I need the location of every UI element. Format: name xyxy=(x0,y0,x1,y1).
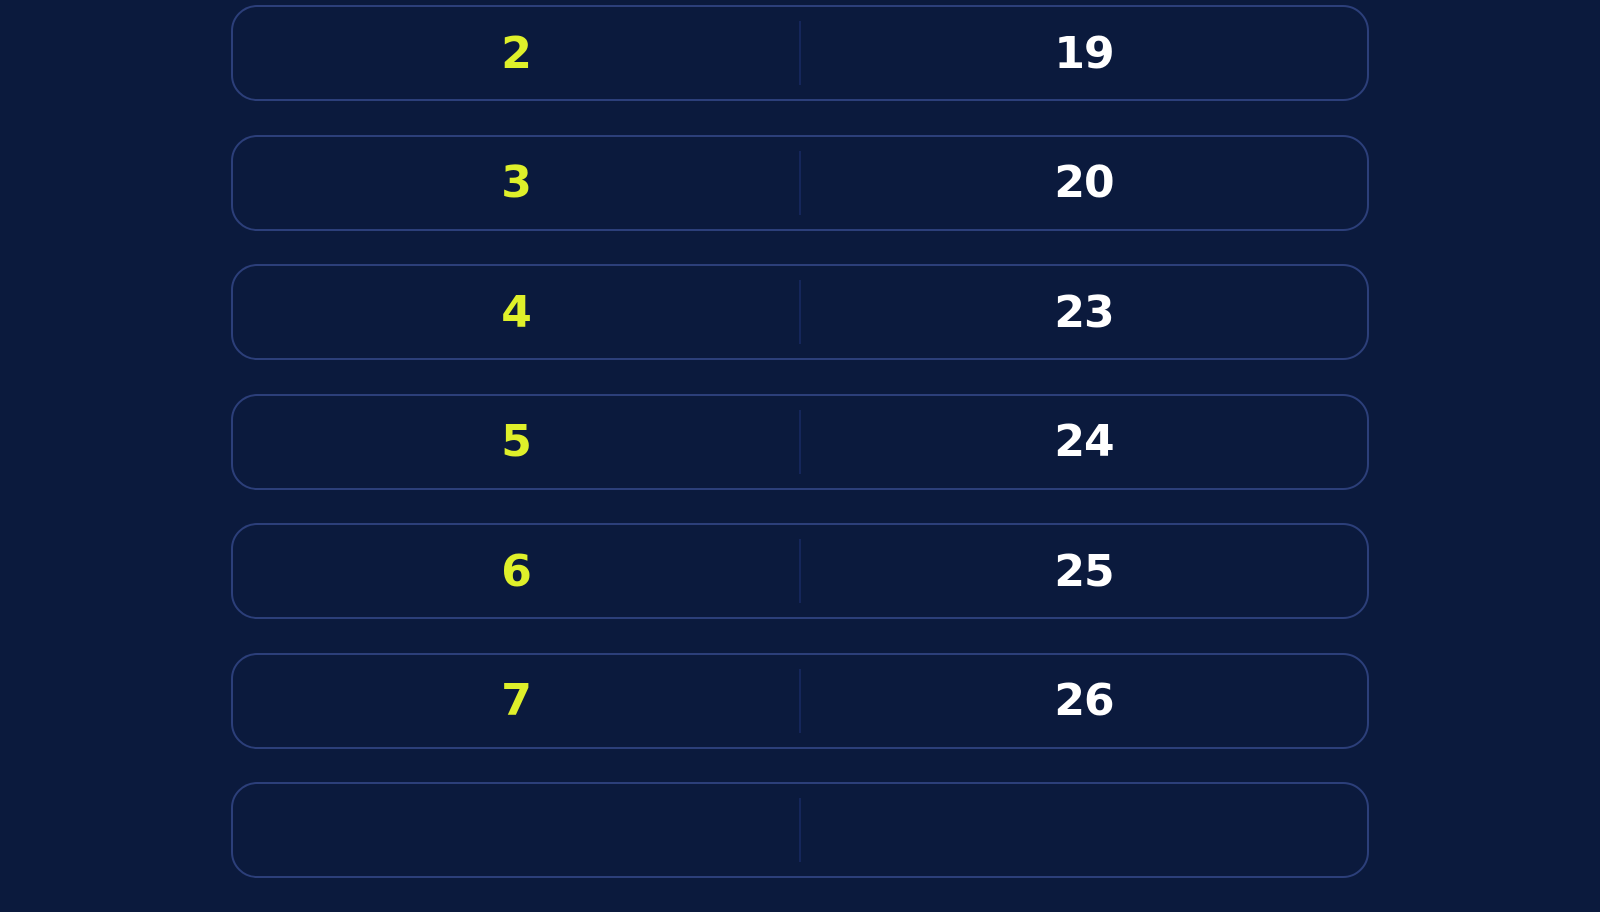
divider xyxy=(799,150,801,215)
left-value: 2 xyxy=(501,27,532,79)
divider xyxy=(799,409,801,474)
divider xyxy=(799,280,801,344)
list-row-partial[interactable] xyxy=(231,782,1369,878)
divider xyxy=(799,798,801,862)
divider xyxy=(799,539,801,603)
left-value: 3 xyxy=(501,157,532,208)
left-value: 4 xyxy=(501,286,532,338)
divider xyxy=(799,21,801,85)
value-list: 2 19 3 20 4 23 5 24 6 25 7 26 xyxy=(231,5,1369,912)
list-row[interactable]: 2 19 xyxy=(231,5,1369,101)
left-value: 6 xyxy=(501,545,532,597)
list-row[interactable]: 4 23 xyxy=(231,264,1369,360)
left-value: 7 xyxy=(501,675,532,726)
list-row[interactable]: 3 20 xyxy=(231,134,1369,231)
list-row[interactable]: 6 25 xyxy=(231,523,1369,619)
right-value: 24 xyxy=(1054,416,1114,467)
divider xyxy=(799,668,801,733)
right-value: 19 xyxy=(1054,27,1114,79)
left-value: 5 xyxy=(501,416,532,467)
right-value: 26 xyxy=(1054,675,1114,726)
right-value: 25 xyxy=(1054,545,1114,597)
list-row[interactable]: 7 26 xyxy=(231,652,1369,749)
list-row[interactable]: 5 24 xyxy=(231,393,1369,490)
right-value: 23 xyxy=(1054,286,1114,338)
right-value: 20 xyxy=(1054,157,1114,208)
